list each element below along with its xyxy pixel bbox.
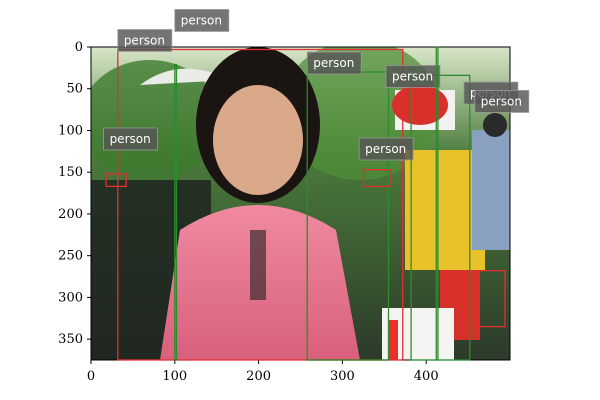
detection-5: person	[358, 137, 414, 188]
y-tick-label: 350	[58, 332, 83, 347]
bounding-box	[410, 74, 471, 361]
label-background	[358, 137, 414, 161]
y-tick-label: 50	[66, 82, 83, 97]
y-tick-label: 150	[58, 165, 83, 180]
y-tick-label: 200	[58, 207, 83, 222]
x-tick-label: 300	[330, 369, 355, 384]
axis-ticks: 0 100 200 300 400 0 50 100 150 200 250 300 350	[58, 40, 438, 384]
detection-label: person	[365, 142, 406, 156]
label-background	[117, 29, 173, 52]
detection-label: person	[481, 94, 522, 108]
bounding-box	[105, 173, 127, 188]
detection-label: person	[181, 13, 222, 27]
x-tick-label: 0	[87, 369, 95, 384]
detection-label: person	[124, 33, 165, 47]
detections-layer: person person person person person person pers…	[103, 9, 530, 361]
detection-label: person	[110, 132, 151, 146]
y-tick-label: 0	[75, 40, 83, 55]
x-tick-label: 400	[414, 369, 439, 384]
x-tick-label: 200	[246, 369, 271, 384]
y-tick-label: 250	[58, 249, 83, 264]
bounding-box	[435, 46, 439, 361]
detection-2: person	[306, 51, 390, 361]
detection-1: person	[174, 9, 230, 361]
bounding-box	[174, 63, 178, 361]
bounding-box	[362, 169, 392, 188]
label-background	[174, 9, 230, 32]
label-background	[385, 64, 441, 88]
x-tick-label: 100	[162, 369, 187, 384]
label-background	[103, 127, 158, 151]
detection-0: person	[117, 29, 404, 361]
photo	[91, 47, 510, 360]
y-tick-label: 300	[58, 290, 83, 305]
bounding-box	[117, 48, 404, 361]
detection-label: person	[392, 69, 433, 83]
detection-6: person	[103, 127, 158, 188]
detection-7: person	[474, 90, 530, 328]
detection-label: person	[313, 56, 354, 70]
label-background	[306, 51, 362, 75]
detection-3: person	[385, 64, 471, 361]
label-background	[474, 90, 530, 113]
bounding-box	[474, 270, 506, 328]
y-tick-label: 100	[58, 123, 83, 138]
